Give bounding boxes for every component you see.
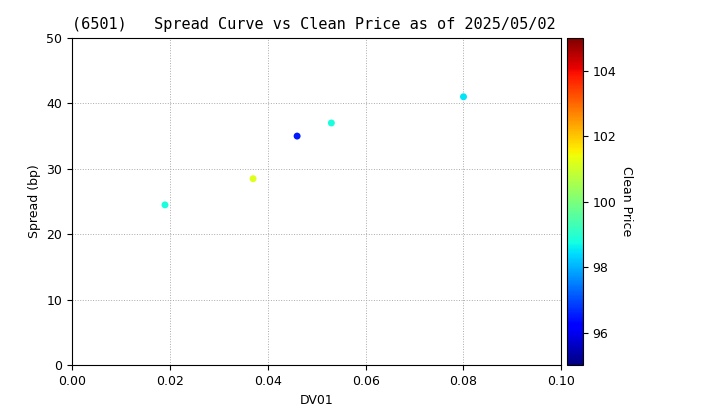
X-axis label: DV01: DV01 <box>300 394 333 407</box>
Y-axis label: Spread (bp): Spread (bp) <box>28 165 41 239</box>
Point <box>292 133 303 139</box>
Point <box>325 120 337 126</box>
Point <box>458 93 469 100</box>
Y-axis label: Clean Price: Clean Price <box>620 166 633 237</box>
Point <box>159 202 171 208</box>
Point <box>247 175 258 182</box>
Text: (6501)   Spread Curve vs Clean Price as of 2025/05/02: (6501) Spread Curve vs Clean Price as of… <box>72 18 556 32</box>
